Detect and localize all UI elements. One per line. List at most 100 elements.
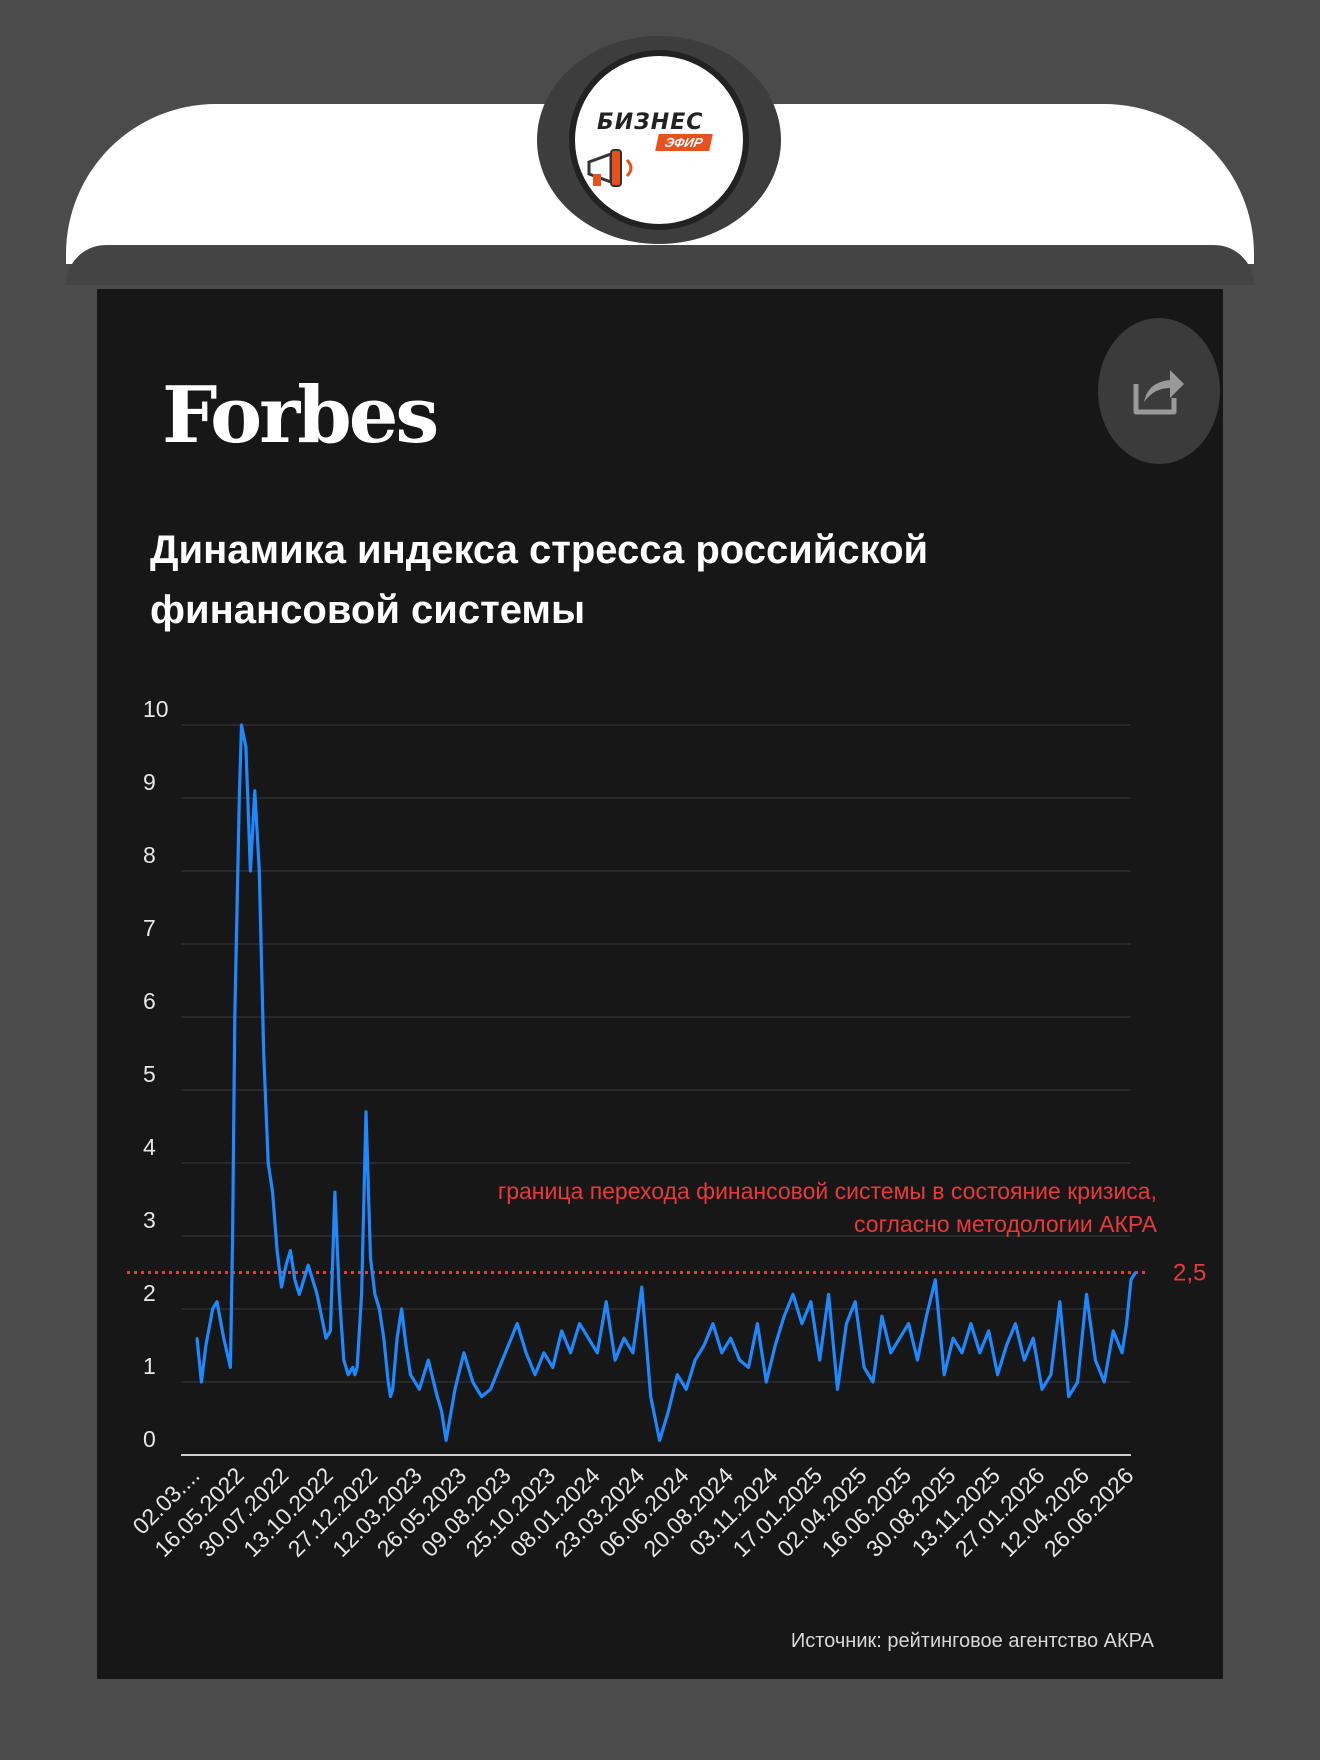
data-point xyxy=(1125,1322,1128,1325)
data-point xyxy=(453,1388,457,1391)
data-point xyxy=(353,1373,357,1376)
data-point xyxy=(996,1373,999,1376)
data-point xyxy=(658,1439,661,1442)
data-point xyxy=(253,789,257,792)
y-tick-label: 3 xyxy=(143,1207,156,1233)
data-point xyxy=(360,1293,363,1296)
threshold-annotation: граница перехода финансовой системы в со… xyxy=(497,1178,1157,1237)
data-point xyxy=(845,1322,848,1325)
y-tick-label: 8 xyxy=(143,842,156,868)
data-point xyxy=(542,1351,546,1354)
data-point xyxy=(471,1380,474,1384)
data-point xyxy=(1067,1395,1070,1398)
channel-logo-text: БИЗНЕС xyxy=(597,110,704,135)
data-point xyxy=(418,1388,421,1391)
channel-logo-subtext: ЭФИР xyxy=(655,134,713,151)
data-point xyxy=(756,1322,759,1325)
data-point xyxy=(333,1191,337,1194)
data-point xyxy=(1014,1322,1017,1325)
y-tick-label: 2 xyxy=(143,1280,156,1306)
data-point xyxy=(329,1329,332,1333)
data-point xyxy=(404,1344,408,1347)
data-point xyxy=(204,1344,208,1347)
data-point xyxy=(409,1373,412,1376)
forbes-logo: Forbes xyxy=(162,370,439,461)
y-tick-label: 5 xyxy=(143,1061,156,1087)
y-tick-label: 0 xyxy=(143,1426,156,1452)
source-caption: Источник: рейтинговое агентство АКРА xyxy=(790,1630,1154,1652)
data-point xyxy=(249,869,252,873)
data-point xyxy=(711,1322,715,1325)
data-point xyxy=(229,1366,232,1369)
data-point xyxy=(596,1351,599,1354)
y-tick-label: 1 xyxy=(143,1353,156,1379)
data-point xyxy=(240,723,243,727)
data-point xyxy=(284,1264,288,1267)
data-point xyxy=(1103,1380,1106,1384)
data-point xyxy=(369,1256,372,1260)
y-tick-label: 7 xyxy=(143,915,156,941)
channel-logo[interactable]: БИЗНЕС ЭФИР xyxy=(537,36,781,244)
data-point xyxy=(244,745,248,749)
article-card xyxy=(97,289,1223,1679)
data-point xyxy=(233,1015,237,1019)
data-point xyxy=(560,1329,563,1333)
data-point xyxy=(578,1322,581,1325)
data-point xyxy=(916,1358,919,1362)
data-point xyxy=(489,1388,492,1391)
data-point xyxy=(498,1366,501,1369)
data-point xyxy=(720,1351,724,1354)
data-point xyxy=(382,1337,385,1340)
data-point xyxy=(324,1337,328,1340)
data-point xyxy=(280,1285,283,1289)
data-point xyxy=(373,1293,377,1296)
data-point xyxy=(389,1395,392,1398)
data-point xyxy=(355,1366,359,1369)
megaphone-icon xyxy=(587,149,633,187)
frame-band xyxy=(66,245,1254,285)
data-point xyxy=(1129,1278,1133,1281)
data-point xyxy=(960,1351,964,1354)
data-point xyxy=(604,1300,608,1303)
data-point xyxy=(298,1293,301,1296)
data-point xyxy=(211,1307,214,1311)
data-point xyxy=(215,1300,219,1303)
data-point xyxy=(200,1380,203,1384)
share-button[interactable] xyxy=(1098,318,1220,464)
data-point xyxy=(262,1052,265,1055)
data-point xyxy=(427,1358,430,1362)
data-point xyxy=(395,1337,399,1340)
data-point xyxy=(729,1337,732,1340)
threshold-value-label: 2,5 xyxy=(1173,1260,1206,1287)
data-point xyxy=(800,1322,804,1325)
data-point xyxy=(533,1373,537,1376)
data-point xyxy=(1112,1329,1115,1333)
data-point xyxy=(231,1234,234,1238)
data-point xyxy=(440,1410,443,1413)
data-point xyxy=(862,1366,866,1369)
data-point xyxy=(507,1344,510,1347)
data-point xyxy=(1031,1337,1035,1340)
data-point xyxy=(524,1351,528,1354)
data-point xyxy=(693,1358,697,1362)
data-point xyxy=(275,1249,279,1252)
data-point xyxy=(907,1322,910,1325)
data-point xyxy=(649,1395,652,1398)
data-point xyxy=(258,869,261,873)
data-point xyxy=(943,1373,946,1376)
data-point xyxy=(880,1315,884,1318)
data-point xyxy=(384,1358,388,1362)
data-point xyxy=(347,1373,350,1376)
data-point xyxy=(378,1307,381,1311)
data-point xyxy=(871,1380,875,1384)
data-point xyxy=(925,1315,928,1318)
data-point xyxy=(338,1293,341,1296)
data-point xyxy=(351,1366,354,1369)
y-tick-label: 4 xyxy=(143,1134,156,1160)
data-point xyxy=(809,1300,812,1303)
data-point xyxy=(889,1351,893,1354)
data-point xyxy=(195,1337,199,1340)
data-point xyxy=(1040,1388,1044,1391)
data-point xyxy=(1134,1271,1137,1274)
